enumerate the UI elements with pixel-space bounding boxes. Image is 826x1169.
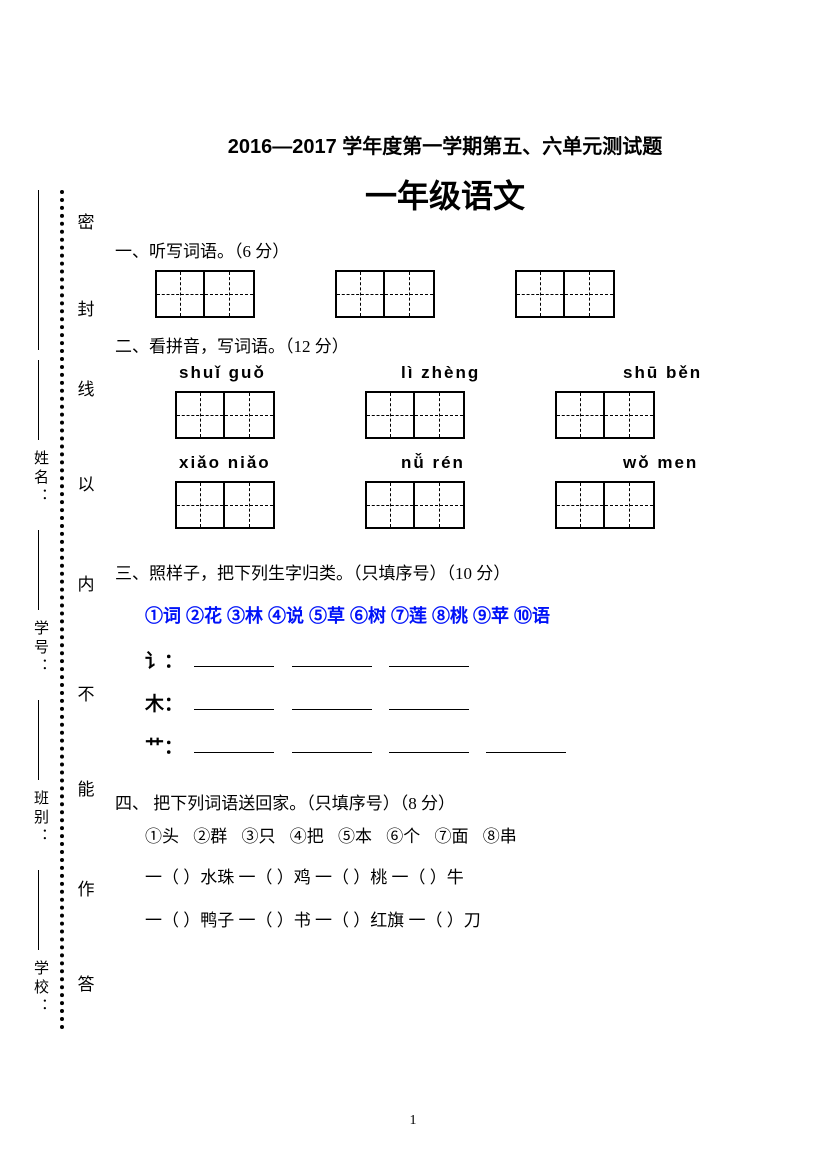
seal-char: 密 <box>74 208 98 233</box>
q3-options: ①词 ②花 ③林 ④说 ⑤草 ⑥树 ⑦莲 ⑧桃 ⑨苹 ⑩语 <box>145 602 775 628</box>
seal-char: 作 <box>74 875 98 900</box>
fill-blank[interactable] <box>194 692 274 710</box>
radical-label: 讠： <box>145 651 183 672</box>
margin-line <box>38 360 39 440</box>
page-subtitle: 2016—2017 学年度第一学期第五、六单元测试题 <box>115 130 775 159</box>
seal-char: 能 <box>74 775 98 800</box>
q4-line1: 一（ ）水珠 一（ ）鸡 一（ ）桃 一（ ）牛 <box>145 859 775 896</box>
fill-blank[interactable] <box>389 649 469 667</box>
label-name: 姓名： <box>30 450 51 507</box>
label-student-no: 学号： <box>30 620 51 677</box>
fill-blank[interactable] <box>292 692 372 710</box>
tian-pair <box>555 481 655 529</box>
seal-char: 不 <box>74 680 98 705</box>
pinyin: shuǐ guǒ <box>179 363 309 383</box>
label-school: 学校： <box>30 960 51 1017</box>
pinyin: wǒ men <box>623 453 753 473</box>
margin-line <box>38 870 39 950</box>
margin-line <box>38 530 39 610</box>
q2-title: 二、看拼音，写词语。（12 分） <box>115 332 775 357</box>
seal-dotted-line <box>60 190 64 1030</box>
q3-radical-3: 艹： <box>145 732 775 759</box>
q2-pinyin-row2: xiǎo niǎo nǚ rén wǒ men <box>179 453 775 473</box>
label-class: 班别： <box>30 790 51 847</box>
main-content: 2016—2017 学年度第一学期第五、六单元测试题 一年级语文 一、听写词语。… <box>115 130 775 942</box>
tian-pair <box>155 270 255 318</box>
page-number: 1 <box>0 1113 826 1129</box>
seal-char: 答 <box>74 970 98 995</box>
q2-pinyin-row1: shuǐ guǒ lì zhèng shū běn <box>179 363 775 383</box>
seal-char: 封 <box>74 295 98 320</box>
tian-pair <box>335 270 435 318</box>
tian-pair <box>515 270 615 318</box>
q4-title: 四、 把下列词语送回家。（只填序号）（8 分） <box>115 789 775 814</box>
fill-blank[interactable] <box>194 649 274 667</box>
fill-blank[interactable] <box>486 735 566 753</box>
fill-blank[interactable] <box>292 735 372 753</box>
pinyin: lì zhèng <box>401 363 531 383</box>
seal-char: 以 <box>74 470 98 495</box>
pinyin: shū běn <box>623 363 753 383</box>
radical-label: 木： <box>145 694 183 715</box>
fill-blank[interactable] <box>389 735 469 753</box>
margin-line <box>38 700 39 780</box>
tian-pair <box>365 481 465 529</box>
seal-char: 内 <box>74 570 98 595</box>
fill-blank[interactable] <box>292 649 372 667</box>
q3-title: 三、照样子，把下列生字归类。（只填序号）（10 分） <box>115 559 775 584</box>
page-title: 一年级语文 <box>115 171 775 217</box>
margin-line <box>38 190 39 350</box>
fill-blank[interactable] <box>389 692 469 710</box>
tian-pair <box>365 391 465 439</box>
q2-boxes-row1 <box>175 391 775 439</box>
tian-pair <box>555 391 655 439</box>
q1-title: 一、听写词语。（6 分） <box>115 237 775 262</box>
q4-options: ①头 ②群 ③只 ④把 ⑤本 ⑥个 ⑦面 ⑧串 <box>145 822 775 847</box>
pinyin: nǚ rén <box>401 453 531 473</box>
q3-radical-2: 木： <box>145 689 775 716</box>
tian-pair <box>175 391 275 439</box>
pinyin: xiǎo niǎo <box>179 453 309 473</box>
seal-char: 线 <box>74 375 98 400</box>
q1-boxes-row <box>155 270 775 318</box>
tian-pair <box>175 481 275 529</box>
q2-boxes-row2 <box>175 481 775 529</box>
q3-radical-1: 讠： <box>145 646 775 673</box>
radical-label: 艹： <box>145 737 183 758</box>
q4-line2: 一（ ）鸭子 一（ ）书 一（ ）红旗 一（ ）刀 <box>145 902 775 939</box>
fill-blank[interactable] <box>194 735 274 753</box>
